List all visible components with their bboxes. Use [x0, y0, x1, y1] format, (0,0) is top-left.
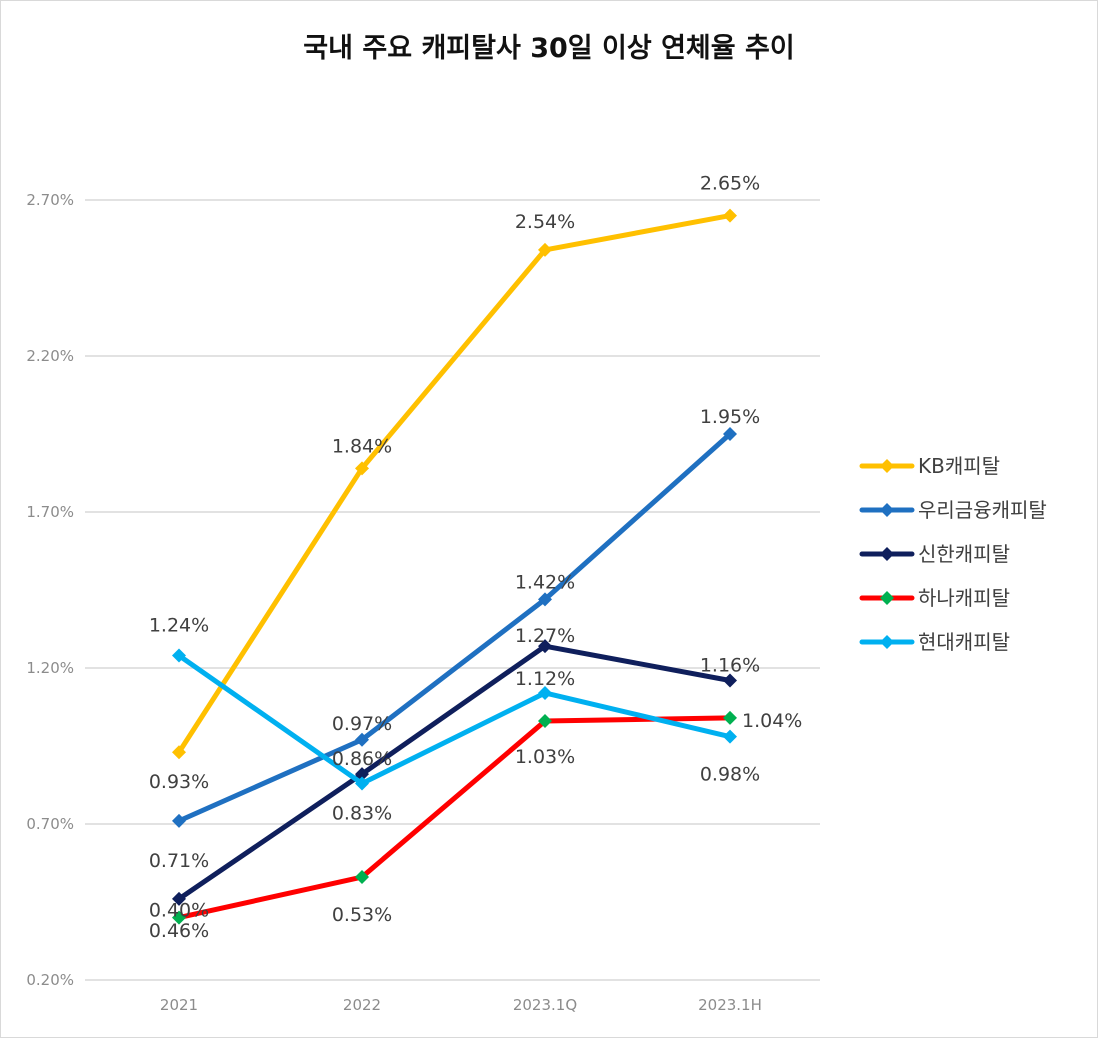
- x-tick-label: 2022: [343, 996, 381, 1014]
- data-point-marker: [172, 813, 186, 828]
- data-point-marker: [538, 714, 552, 729]
- series-3: [172, 639, 737, 906]
- legend-item: KB캐피탈: [859, 454, 1000, 478]
- data-point-marker: [355, 776, 369, 791]
- chart-title: 국내 주요 캐피탈사 30일 이상 연체율 추이: [303, 33, 794, 64]
- y-tick-label: 0.20%: [26, 971, 74, 989]
- series-line: [177, 643, 731, 901]
- data-label: 0.83%: [332, 802, 392, 824]
- legend-label: 신한캐피탈: [918, 542, 1010, 566]
- legend-marker: [880, 547, 894, 561]
- y-tick-label: 1.20%: [26, 659, 74, 677]
- legend-item: 우리금융캐피탈: [859, 498, 1047, 522]
- legend-marker: [880, 591, 894, 605]
- x-tick-label: 2023.1Q: [513, 996, 577, 1014]
- data-point-marker: [723, 710, 737, 725]
- series-line: [176, 213, 731, 754]
- x-tick-label: 2021: [160, 996, 198, 1014]
- x-tick-label: 2023.1H: [698, 996, 762, 1014]
- data-point-marker: [355, 461, 369, 476]
- legend-marker: [880, 503, 894, 517]
- data-label: 1.95%: [700, 406, 760, 428]
- data-point-marker: [538, 592, 552, 607]
- y-tick-label: 1.70%: [26, 503, 74, 521]
- data-label: 0.98%: [700, 764, 760, 786]
- data-point-marker: [172, 891, 186, 906]
- data-label: 1.16%: [700, 654, 760, 676]
- data-point-marker: [538, 242, 552, 257]
- y-tick-label: 2.70%: [26, 191, 74, 209]
- data-label: 1.04%: [742, 710, 802, 732]
- data-point-marker: [172, 910, 186, 925]
- data-label: 0.53%: [332, 904, 392, 926]
- legend-label: 하나캐피탈: [918, 586, 1010, 610]
- data-label: 0.86%: [332, 748, 392, 770]
- data-label: 1.84%: [332, 435, 392, 457]
- data-point-marker: [172, 745, 186, 760]
- data-label: 1.12%: [515, 668, 575, 690]
- y-tick-label: 2.20%: [26, 347, 74, 365]
- series-line: [177, 432, 732, 824]
- series-line: [177, 653, 731, 786]
- data-point-marker: [538, 639, 552, 654]
- data-label: 0.40%: [149, 900, 209, 922]
- data-point-marker: [723, 427, 737, 441]
- data-point-marker: [355, 870, 369, 885]
- series-2: [172, 427, 737, 828]
- data-point-marker: [355, 767, 369, 782]
- legend-marker: [880, 459, 894, 473]
- data-point-marker: [172, 648, 186, 663]
- data-point-marker: [355, 732, 369, 747]
- data-label: 0.46%: [149, 920, 209, 942]
- series-line: [178, 715, 731, 921]
- legend-label: 우리금융캐피탈: [918, 498, 1047, 522]
- series-5: [172, 648, 737, 791]
- series-1: [172, 208, 737, 760]
- data-point-marker: [723, 729, 737, 744]
- legend-label: KB캐피탈: [918, 454, 1000, 478]
- series-4: [172, 710, 737, 925]
- data-point-marker: [538, 685, 552, 700]
- data-label: 2.54%: [515, 211, 575, 233]
- data-label: 0.97%: [332, 713, 392, 735]
- data-label: 0.93%: [149, 771, 209, 793]
- data-label: 0.71%: [149, 850, 209, 872]
- legend-item: 신한캐피탈: [859, 542, 1010, 566]
- data-label: 1.24%: [149, 615, 209, 637]
- legend-item: 하나캐피탈: [859, 586, 1010, 610]
- data-label: 1.03%: [515, 746, 575, 768]
- data-point-marker: [723, 208, 737, 223]
- legend-marker: [880, 635, 894, 649]
- data-label: 1.27%: [515, 625, 575, 647]
- data-label: 1.42%: [515, 571, 575, 593]
- legend-label: 현대캐피탈: [918, 630, 1010, 654]
- legend-item: 현대캐피탈: [859, 630, 1010, 654]
- data-label: 2.65%: [700, 173, 760, 195]
- y-tick-label: 0.70%: [26, 815, 74, 833]
- data-point-marker: [723, 673, 737, 688]
